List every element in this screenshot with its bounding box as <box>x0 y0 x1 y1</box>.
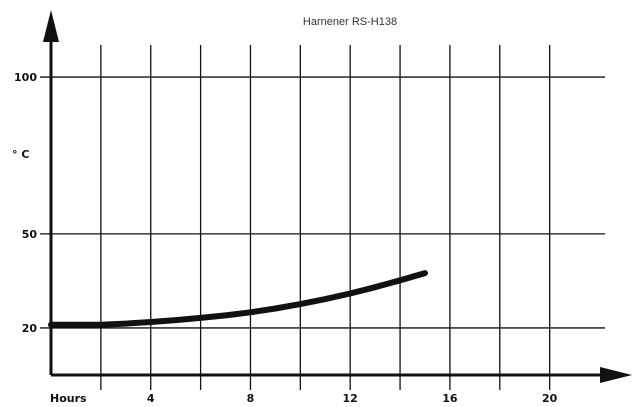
x-tick-label-12: 12 <box>343 392 358 405</box>
vertical-gridlines <box>100 45 551 390</box>
y-axis-arrow-icon <box>43 10 59 42</box>
x-axis-label: Hours <box>50 392 87 405</box>
y-tick-label-50: 50 <box>22 228 38 241</box>
series-layer <box>48 270 428 328</box>
y-tick-label-20: 20 <box>22 322 38 335</box>
x-tick-label-4: 4 <box>147 392 155 405</box>
y-axis-label: ° C <box>12 148 29 161</box>
series-line-0 <box>48 270 428 328</box>
x-tick-labels: 4 8 12 16 20 <box>147 392 558 405</box>
x-tick-label-20: 20 <box>542 392 558 405</box>
x-tick-label-16: 16 <box>442 392 458 405</box>
y-tick-labels: 20 50 100 <box>14 71 37 335</box>
horizontal-gridlines <box>40 76 605 329</box>
chart-title: Harnener RS-H138 <box>303 16 397 28</box>
axes <box>43 10 632 383</box>
y-tick-label-100: 100 <box>14 71 37 84</box>
x-axis-arrow-icon <box>600 367 632 383</box>
x-tick-label-8: 8 <box>247 392 255 405</box>
